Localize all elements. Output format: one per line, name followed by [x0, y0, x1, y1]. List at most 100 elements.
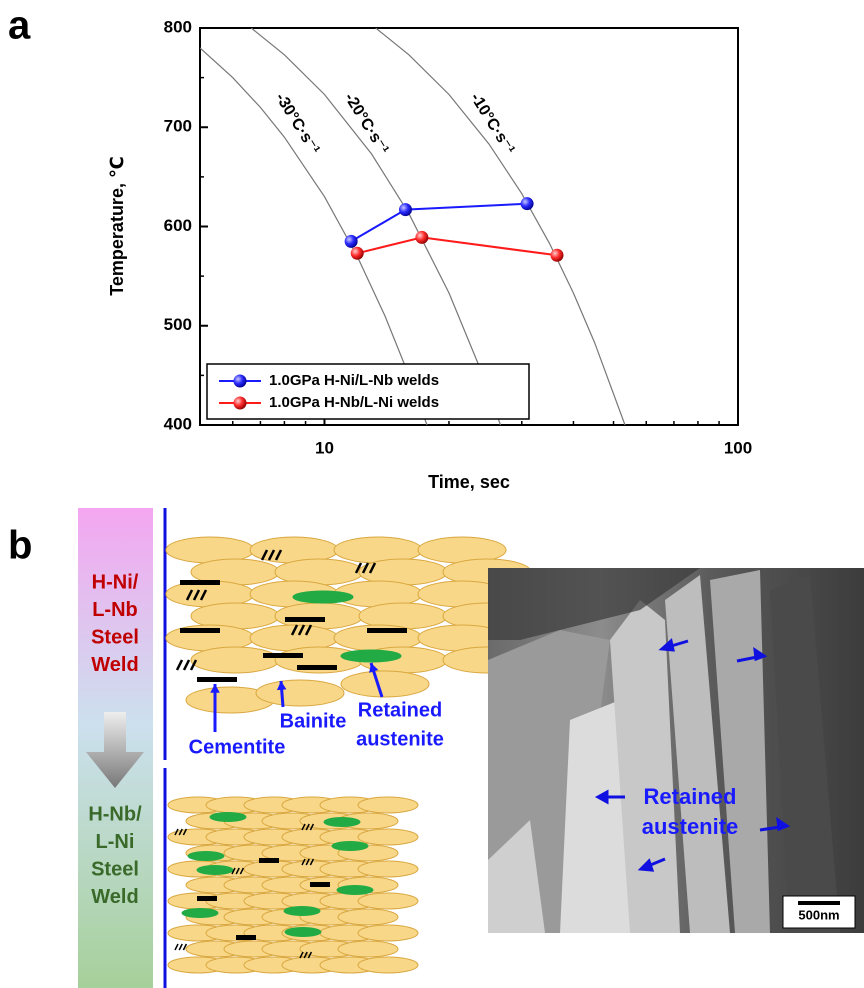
hash	[182, 659, 191, 671]
grain	[357, 956, 419, 974]
grain	[357, 892, 419, 910]
hash	[301, 858, 306, 866]
hash	[189, 659, 198, 671]
hash	[192, 589, 201, 601]
arrows	[594, 638, 791, 872]
hash	[235, 867, 240, 875]
y-tick-label: 800	[164, 17, 192, 36]
data-point	[520, 197, 534, 211]
hash	[174, 943, 179, 951]
lath	[770, 575, 840, 933]
grain	[283, 906, 321, 916]
schematic-label: Steel	[91, 626, 139, 648]
hash	[174, 828, 179, 836]
cementite	[180, 580, 220, 585]
scale-bar-label: 500nm	[798, 907, 839, 922]
hash	[182, 943, 188, 951]
hash	[307, 951, 313, 959]
grain	[292, 590, 354, 604]
down-arrow	[86, 712, 144, 788]
hash	[290, 624, 299, 636]
cementite	[310, 882, 330, 887]
schematic-label: Weld	[91, 886, 138, 908]
micrograph	[488, 568, 864, 933]
legend-label: 1.0GPa H-Nb/L-Ni welds	[269, 394, 439, 411]
cementite	[297, 665, 337, 670]
grain	[357, 796, 419, 814]
series-line	[356, 236, 558, 257]
cooling-curve-label: -30°C·s⁻¹	[272, 90, 323, 158]
cooling-curve	[200, 47, 428, 425]
panel-label: a	[8, 4, 31, 48]
hash	[301, 823, 306, 831]
x-axis-title: Time, sec	[428, 472, 510, 492]
lath	[610, 600, 680, 933]
hash	[309, 858, 315, 866]
hash	[297, 624, 306, 636]
arrow-head	[210, 684, 220, 693]
hash	[182, 828, 188, 836]
hash	[274, 549, 283, 561]
cementite	[285, 617, 325, 622]
hash	[239, 867, 245, 875]
legend-box	[206, 363, 530, 420]
arrow-head	[276, 681, 287, 691]
series-line	[350, 202, 528, 243]
cementite	[367, 628, 407, 633]
cooling-curve	[375, 28, 626, 425]
grain	[187, 851, 225, 861]
grain	[323, 817, 361, 827]
legend-marker	[233, 396, 247, 410]
hash	[309, 823, 315, 831]
hash	[199, 589, 208, 601]
cementite	[259, 858, 279, 863]
hash	[305, 858, 310, 866]
arrow-head	[369, 663, 379, 673]
hash	[267, 549, 276, 561]
grain	[190, 646, 280, 674]
grain	[331, 841, 369, 851]
schematic-label: H-Nb/	[88, 803, 142, 825]
cementite	[236, 935, 256, 940]
x-tick-label: 10	[315, 438, 334, 457]
hash	[178, 943, 183, 951]
schematic-label: Steel	[91, 858, 139, 880]
schematic-label: Weld	[91, 654, 138, 676]
grain	[336, 885, 374, 895]
lath	[665, 575, 730, 933]
data-point	[344, 234, 358, 248]
grains	[165, 536, 532, 974]
data-point	[350, 246, 364, 260]
hash	[361, 562, 370, 574]
y-tick-label: 400	[164, 414, 192, 433]
grain	[357, 828, 419, 846]
schematic-label: H-Ni/	[92, 571, 139, 593]
schematic-label: L-Nb	[92, 599, 138, 621]
hash	[368, 562, 377, 574]
grain	[340, 670, 430, 698]
hash	[260, 549, 269, 561]
data-point	[415, 230, 429, 244]
schematic-annotation: Cementite	[189, 736, 286, 758]
grain	[209, 812, 247, 822]
y-tick-label: 600	[164, 216, 192, 235]
grain	[255, 679, 345, 707]
hash	[299, 951, 304, 959]
grain	[284, 927, 322, 937]
hash	[231, 867, 236, 875]
hash	[303, 951, 308, 959]
cooling-curve	[250, 28, 502, 425]
legend-label: 1.0GPa H-Ni/L-Nb welds	[269, 372, 439, 389]
grain	[340, 649, 402, 663]
hash	[305, 823, 310, 831]
schematic-annotation: Bainite	[280, 710, 347, 732]
grain	[181, 908, 219, 918]
hash	[178, 828, 183, 836]
grain	[196, 865, 234, 875]
cementite	[263, 653, 303, 658]
plot-area	[200, 28, 626, 425]
cementite	[180, 628, 220, 633]
schematic-label: L-Ni	[96, 831, 135, 853]
dark-region	[488, 568, 700, 640]
